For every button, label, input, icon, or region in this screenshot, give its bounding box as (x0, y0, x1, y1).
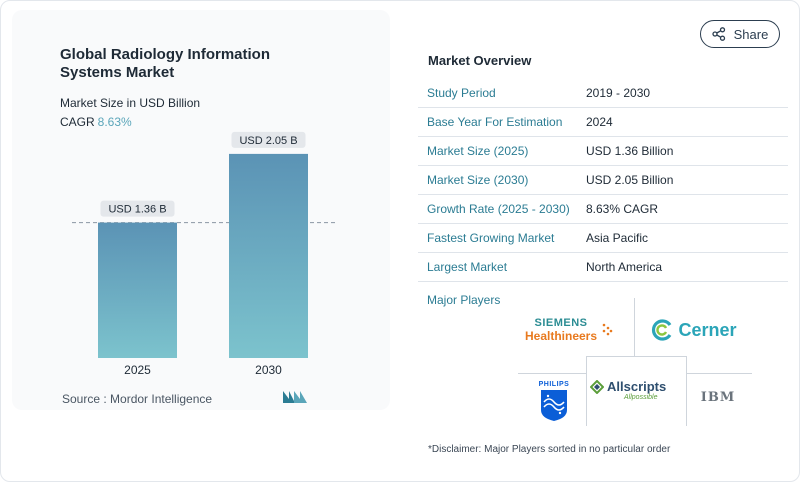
siemens-healthineers-logo: SIEMENS Healthineers (525, 313, 629, 347)
share-button[interactable]: Share (700, 20, 780, 48)
cerner-text: Cerner (678, 319, 737, 340)
cerner-logo: Cerner (646, 316, 742, 344)
overview-row: Study Period 2019 - 2030 (418, 79, 788, 108)
data-label-box (231, 131, 306, 148)
x-tick-label: 2025 (124, 363, 151, 377)
chart-cagr: CAGR 8.63% (60, 115, 132, 129)
overview-label: Fastest Growing Market (427, 231, 555, 245)
allscripts-mark-icon (590, 379, 604, 394)
share-label: Share (733, 26, 769, 42)
cerner-mark-icon (652, 319, 672, 341)
bar-2030 (229, 153, 308, 358)
mordor-logo-icon (283, 391, 307, 403)
overview-label: Growth Rate (2025 - 2030) (427, 202, 570, 216)
overview-value: 8.63% CAGR (586, 202, 659, 216)
overview-value: USD 1.36 Billion (586, 144, 674, 158)
overview-label: Market Size (2030) (427, 173, 529, 187)
overview-value: North America (586, 260, 663, 274)
data-label-box (100, 200, 175, 217)
cagr-label: CAGR (60, 115, 95, 129)
overview-label: Market Size (2025) (427, 144, 529, 158)
overview-row: Market Size (2030) USD 2.05 Billion (418, 166, 788, 195)
overview-row: Fastest Growing Market Asia Pacific (418, 224, 788, 253)
allscripts-logo: Allscripts Allpossible (590, 374, 682, 406)
overview-row: Base Year For Estimation 2024 (418, 108, 788, 137)
chart-subtitle: Market Size in USD Billion (60, 96, 201, 110)
data-label: USD 1.36 B (108, 204, 166, 216)
share-icon (711, 27, 725, 41)
overview-title: Market Overview (428, 53, 532, 68)
overview-table: Study Period 2019 - 2030 Base Year For Es… (418, 79, 788, 282)
grid-divider (686, 373, 752, 374)
allscripts-tagline: Allpossible (624, 394, 658, 401)
overview-value: USD 2.05 Billion (586, 173, 674, 187)
ibm-text: IBM (700, 389, 736, 405)
overview-value: Asia Pacific (586, 231, 649, 245)
siemens-dots-icon (602, 323, 613, 336)
chart-card (12, 10, 390, 410)
data-label: USD 2.05 B (239, 135, 297, 147)
disclaimer-text: *Disclaimer: Major Players sorted in no … (428, 444, 671, 455)
source-text: Source : Mordor Intelligence (62, 392, 213, 406)
overview-label: Largest Market (427, 260, 508, 274)
philips-logo: PHILIPS (530, 378, 578, 424)
overview-row: Largest Market North America (418, 253, 788, 282)
bar-2025 (98, 222, 177, 358)
grid-divider (586, 356, 587, 426)
philips-text: PHILIPS (538, 380, 570, 388)
grid-divider (634, 298, 635, 356)
major-players-label: Major Players (427, 293, 501, 307)
cagr-value: 8.63% (97, 115, 132, 129)
overview-label: Study Period (427, 86, 496, 100)
overview-value: 2024 (586, 115, 613, 129)
philips-shield-icon (541, 389, 567, 421)
grid-divider (518, 373, 586, 374)
grid-divider (586, 356, 686, 357)
overview-label: Base Year For Estimation (427, 115, 563, 129)
siemens-text: SIEMENS (534, 317, 588, 329)
x-tick-label: 2030 (255, 363, 282, 377)
overview-row: Market Size (2025) USD 1.36 Billion (418, 137, 788, 166)
chart-title: Global Radiology Information Systems Mar… (60, 46, 270, 81)
bar-chart: USD 1.36 B 2025 USD 2.05 B 2030 (72, 131, 338, 377)
healthineers-text: Healthineers (525, 329, 598, 343)
overview-row: Growth Rate (2025 - 2030) 8.63% CAGR (418, 195, 788, 224)
overview-value: 2019 - 2030 (586, 86, 651, 100)
ibm-logo: IBM (690, 386, 746, 408)
grid-divider (686, 356, 687, 426)
allscripts-text: Allscripts (607, 379, 667, 394)
